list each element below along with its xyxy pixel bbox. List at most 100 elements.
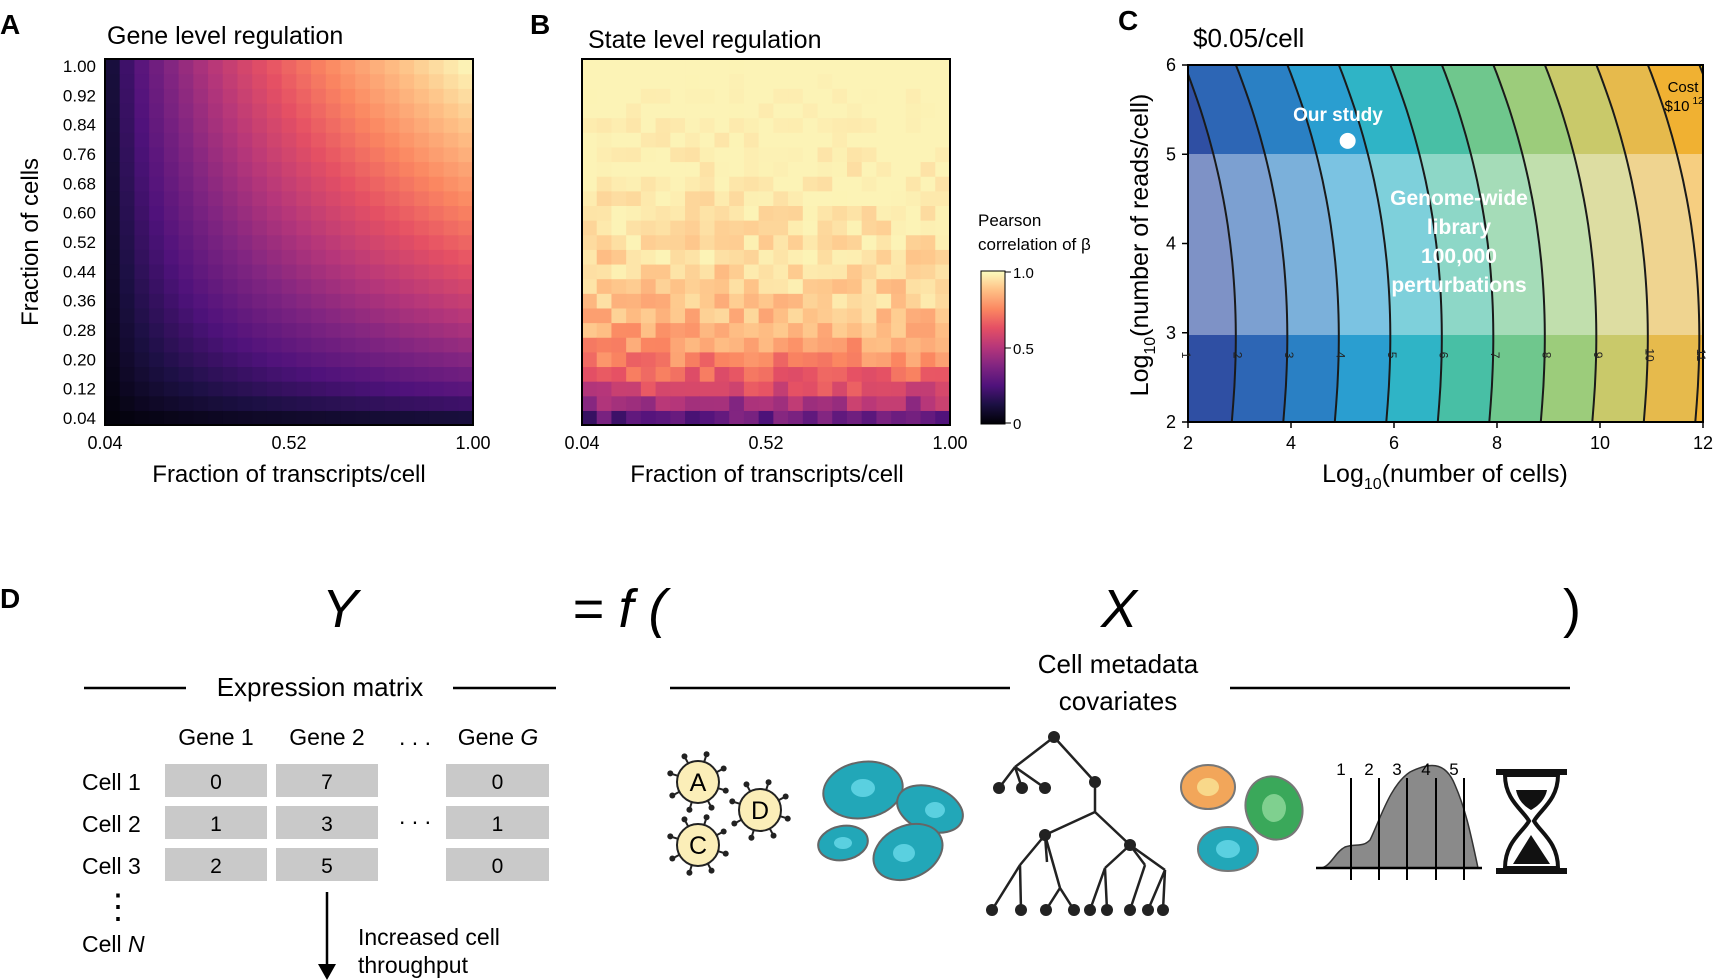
heatmap-a-cell [237,132,253,148]
heatmap-a-cell [458,249,474,265]
heatmap-b-cell [817,234,833,250]
equation-f: = f ( [572,579,672,639]
heatmap-b-cell [655,322,671,338]
heatmap-b-cell [905,410,922,426]
heatmap-a-cell [252,322,268,338]
heatmap-a-cell [178,366,194,382]
heatmap-b-cell [758,293,774,309]
heatmap-b-cell [626,146,642,163]
heatmap-a-cell [222,293,239,309]
heatmap-a-cell [193,410,209,426]
heatmap-b-cell [846,263,863,280]
heatmap-b-cell [920,88,936,104]
heatmap-b-cell [802,102,819,119]
matrix-cell-value: 3 [321,813,333,836]
heatmap-a-cell [119,366,136,382]
heatmap-a-cell [163,132,180,148]
cost-band [1287,65,1391,422]
heatmap-a-cell [237,337,253,353]
heatmap-a-cell [281,102,297,119]
heatmap-b-cell [626,410,642,426]
heatmap-b-cell [861,176,877,192]
heatmap-b-cell [640,88,657,104]
heatmap-b-cell [935,263,951,280]
heatmap-b-cell [861,322,877,338]
heatmap-b-cell [788,307,804,324]
heatmap-a-cell [384,322,400,338]
heatmap-a-cell [458,278,474,294]
heatmap-a-cell [105,190,121,206]
heatmap-a-cell [296,322,312,338]
heatmap-a-cell [414,117,430,133]
y-ticks-c: 2 3 4 5 6 [1166,55,1188,432]
heatmap-a-cell [105,102,121,119]
heatmap-a-cell [384,410,400,426]
heatmap-a-cell [311,146,327,163]
heatmap-b-cell [861,234,877,250]
heatmap-b-cell [832,351,848,368]
heatmap-a-cell [384,220,400,236]
heatmap-b-cell [611,102,627,119]
heatmap-b-cell [802,293,819,309]
heatmap-a-cell [281,59,297,75]
heatmap-b-cell [699,205,716,221]
heatmap-a-cell [105,337,121,353]
heatmap-b-cell [640,307,657,324]
heatmap-b-cell [626,102,642,119]
heatmap-b-cell [846,117,863,133]
heatmap-b-cell [773,88,789,104]
heatmap-b-cell [920,146,936,163]
heatmap-b-cell [611,161,627,177]
heatmap-a-cell [340,278,356,294]
heatmap-a-cell [237,322,253,338]
heatmap-a-cell [414,146,430,163]
heatmap-a-cell [178,132,194,148]
heatmap-b-cell [935,410,951,426]
heatmap-a-cell [105,307,121,324]
heatmap-b-cell [611,278,627,294]
heatmap-a-cell [178,337,194,353]
heatmap-a-cell [252,307,268,324]
heatmap-b-cell [596,146,613,163]
heatmap-b-cell [920,73,936,89]
heatmap-b-cell [891,278,907,294]
heatmap-b-cell [729,351,745,368]
heatmap-a-cell [237,307,253,324]
heatmap-a-cell [119,132,136,148]
heatmap-b-cell [817,59,833,75]
heatmap-a-cell [266,410,283,426]
heatmap-a-cell [208,117,224,133]
heatmap-a-cell [105,278,121,294]
panel-a: A Gene level regulation 1.00 0.92 0.84 0.76… [0,9,491,488]
heatmap-a-cell [311,337,327,353]
heatmap-b-cell [758,263,774,280]
heatmap-a-cell [149,234,165,250]
x-tick-label-a: 0.04 [87,433,122,453]
heatmap-b-cell [832,234,848,250]
heatmap-a-cell [325,220,342,236]
heatmap-a-cell [281,249,297,265]
heatmap-a-cell [296,205,312,221]
heatmap-a-cell [193,307,209,324]
heatmap-b-cell [905,176,922,192]
heatmap-a-cell [193,366,209,382]
heatmap-a-cell [384,102,400,119]
heatmap-b-cell [640,59,657,75]
heatmap-b-cell [611,59,627,75]
heatmap-a-cell [134,307,150,324]
heatmap-a-cell [340,293,356,309]
heatmap-a-cell [222,88,239,104]
heatmap-b-cell [743,190,760,206]
heatmap-a-cell [384,117,400,133]
heatmap-a-cell [193,351,209,368]
heatmap-a-cell [208,220,224,236]
heatmap-b-cell [773,410,789,426]
heatmap-a-cell [384,132,400,148]
heatmap-b-cell [832,395,848,411]
heatmap-a-cell [252,88,268,104]
heatmap-b-cell [714,351,730,368]
heatmap-a-cell [237,366,253,382]
heatmap-b-cell [699,278,716,294]
heatmap-a-cell [384,249,400,265]
